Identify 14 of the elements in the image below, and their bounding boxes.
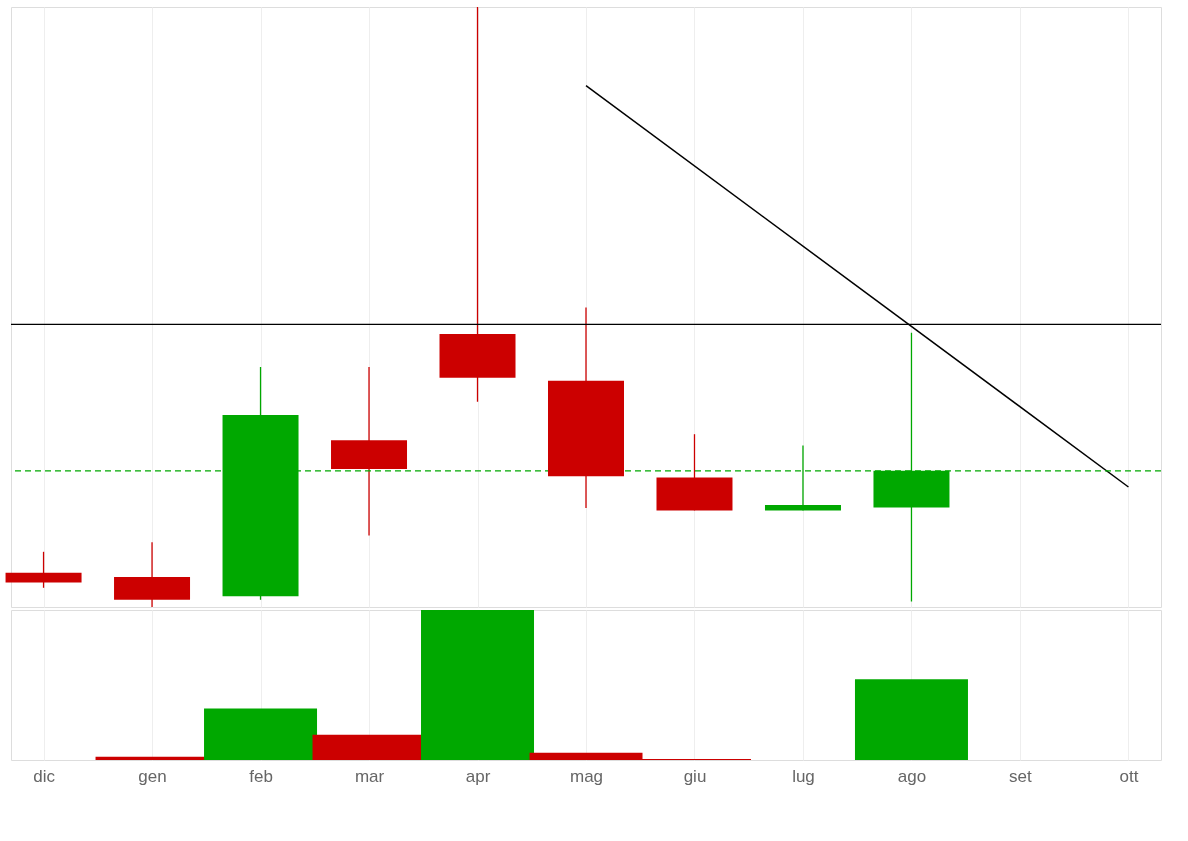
x-tick-label: set xyxy=(1009,766,1033,786)
x-tick-label: dic xyxy=(33,766,56,786)
x-tick-label: feb xyxy=(249,766,273,786)
x-tick-label: apr xyxy=(465,766,491,786)
x-tick-label: gen xyxy=(138,766,167,786)
bar xyxy=(204,708,318,760)
bar xyxy=(421,610,535,760)
x-tick-label: ott xyxy=(1119,766,1139,786)
x-tick-label: lug xyxy=(792,766,815,786)
bar xyxy=(854,679,968,760)
x-tick-label: ago xyxy=(897,766,927,786)
x-tick-label: mag xyxy=(569,766,604,786)
x-tick-label: mar xyxy=(354,766,385,786)
x-tick-label: giu xyxy=(683,766,707,786)
